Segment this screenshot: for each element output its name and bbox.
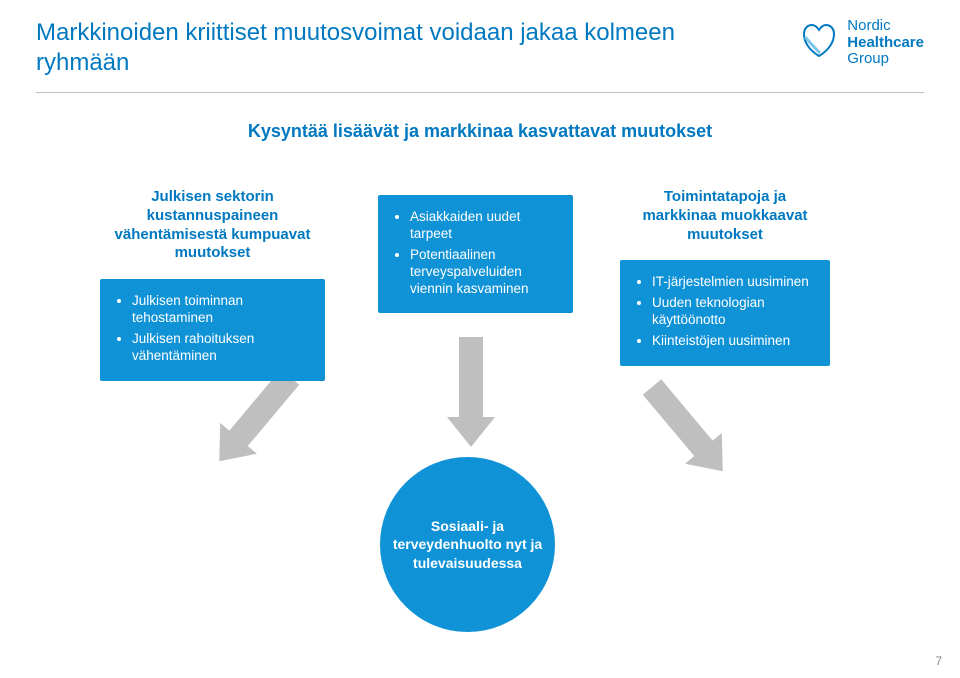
right-column: Toimintatapoja ja markkinaa muokkaavat m… [620,182,830,366]
middle-bullet: Potentiaalinen terveyspalveluiden vienni… [410,247,561,298]
left-bullet: Julkisen toiminnan tehostaminen [132,293,313,327]
middle-bullet: Asiakkaiden uudet tarpeet [410,209,561,243]
right-bullet: Uuden teknologian käyttöönotto [652,295,818,329]
brand-logo-line2: Healthcare [847,35,924,52]
brand-logo-line1: Nordic [847,18,924,35]
middle-column: Asiakkaiden uudet tarpeet Potentiaalinen… [378,195,573,313]
brand-logo-text: Nordic Healthcare Group [847,18,924,68]
brand-logo: Nordic Healthcare Group [799,18,924,68]
right-heading: Toimintatapoja ja markkinaa muokkaavat m… [620,182,830,250]
left-heading: Julkisen sektorin kustannuspaineen vähen… [100,182,325,269]
middle-body: Asiakkaiden uudet tarpeet Potentiaalinen… [378,195,573,313]
diagram-canvas: Julkisen sektorin kustannuspaineen vähen… [0,142,960,662]
brand-logo-line3: Group [847,51,924,68]
page-header: Markkinoiden kriittiset muutosvoimat voi… [0,0,960,86]
diagram-title: Kysyntää lisäävät ja markkinaa kasvattav… [0,121,960,142]
page-title: Markkinoiden kriittiset muutosvoimat voi… [36,18,676,78]
header-divider [36,92,924,93]
left-body: Julkisen toiminnan tehostaminen Julkisen… [100,279,325,381]
right-bullet: IT-järjestelmien uusiminen [652,274,818,291]
center-circle-label: Sosiaali- ja terveydenhuolto nyt ja tule… [390,517,545,572]
right-body: IT-järjestelmien uusiminen Uuden teknolo… [620,260,830,366]
page-number: 7 [935,654,942,668]
brand-logo-icon [799,20,839,65]
center-circle: Sosiaali- ja terveydenhuolto nyt ja tule… [380,457,555,632]
left-column: Julkisen sektorin kustannuspaineen vähen… [100,182,325,381]
right-bullet: Kiinteistöjen uusiminen [652,333,818,350]
left-bullet: Julkisen rahoituksen vähentäminen [132,331,313,365]
